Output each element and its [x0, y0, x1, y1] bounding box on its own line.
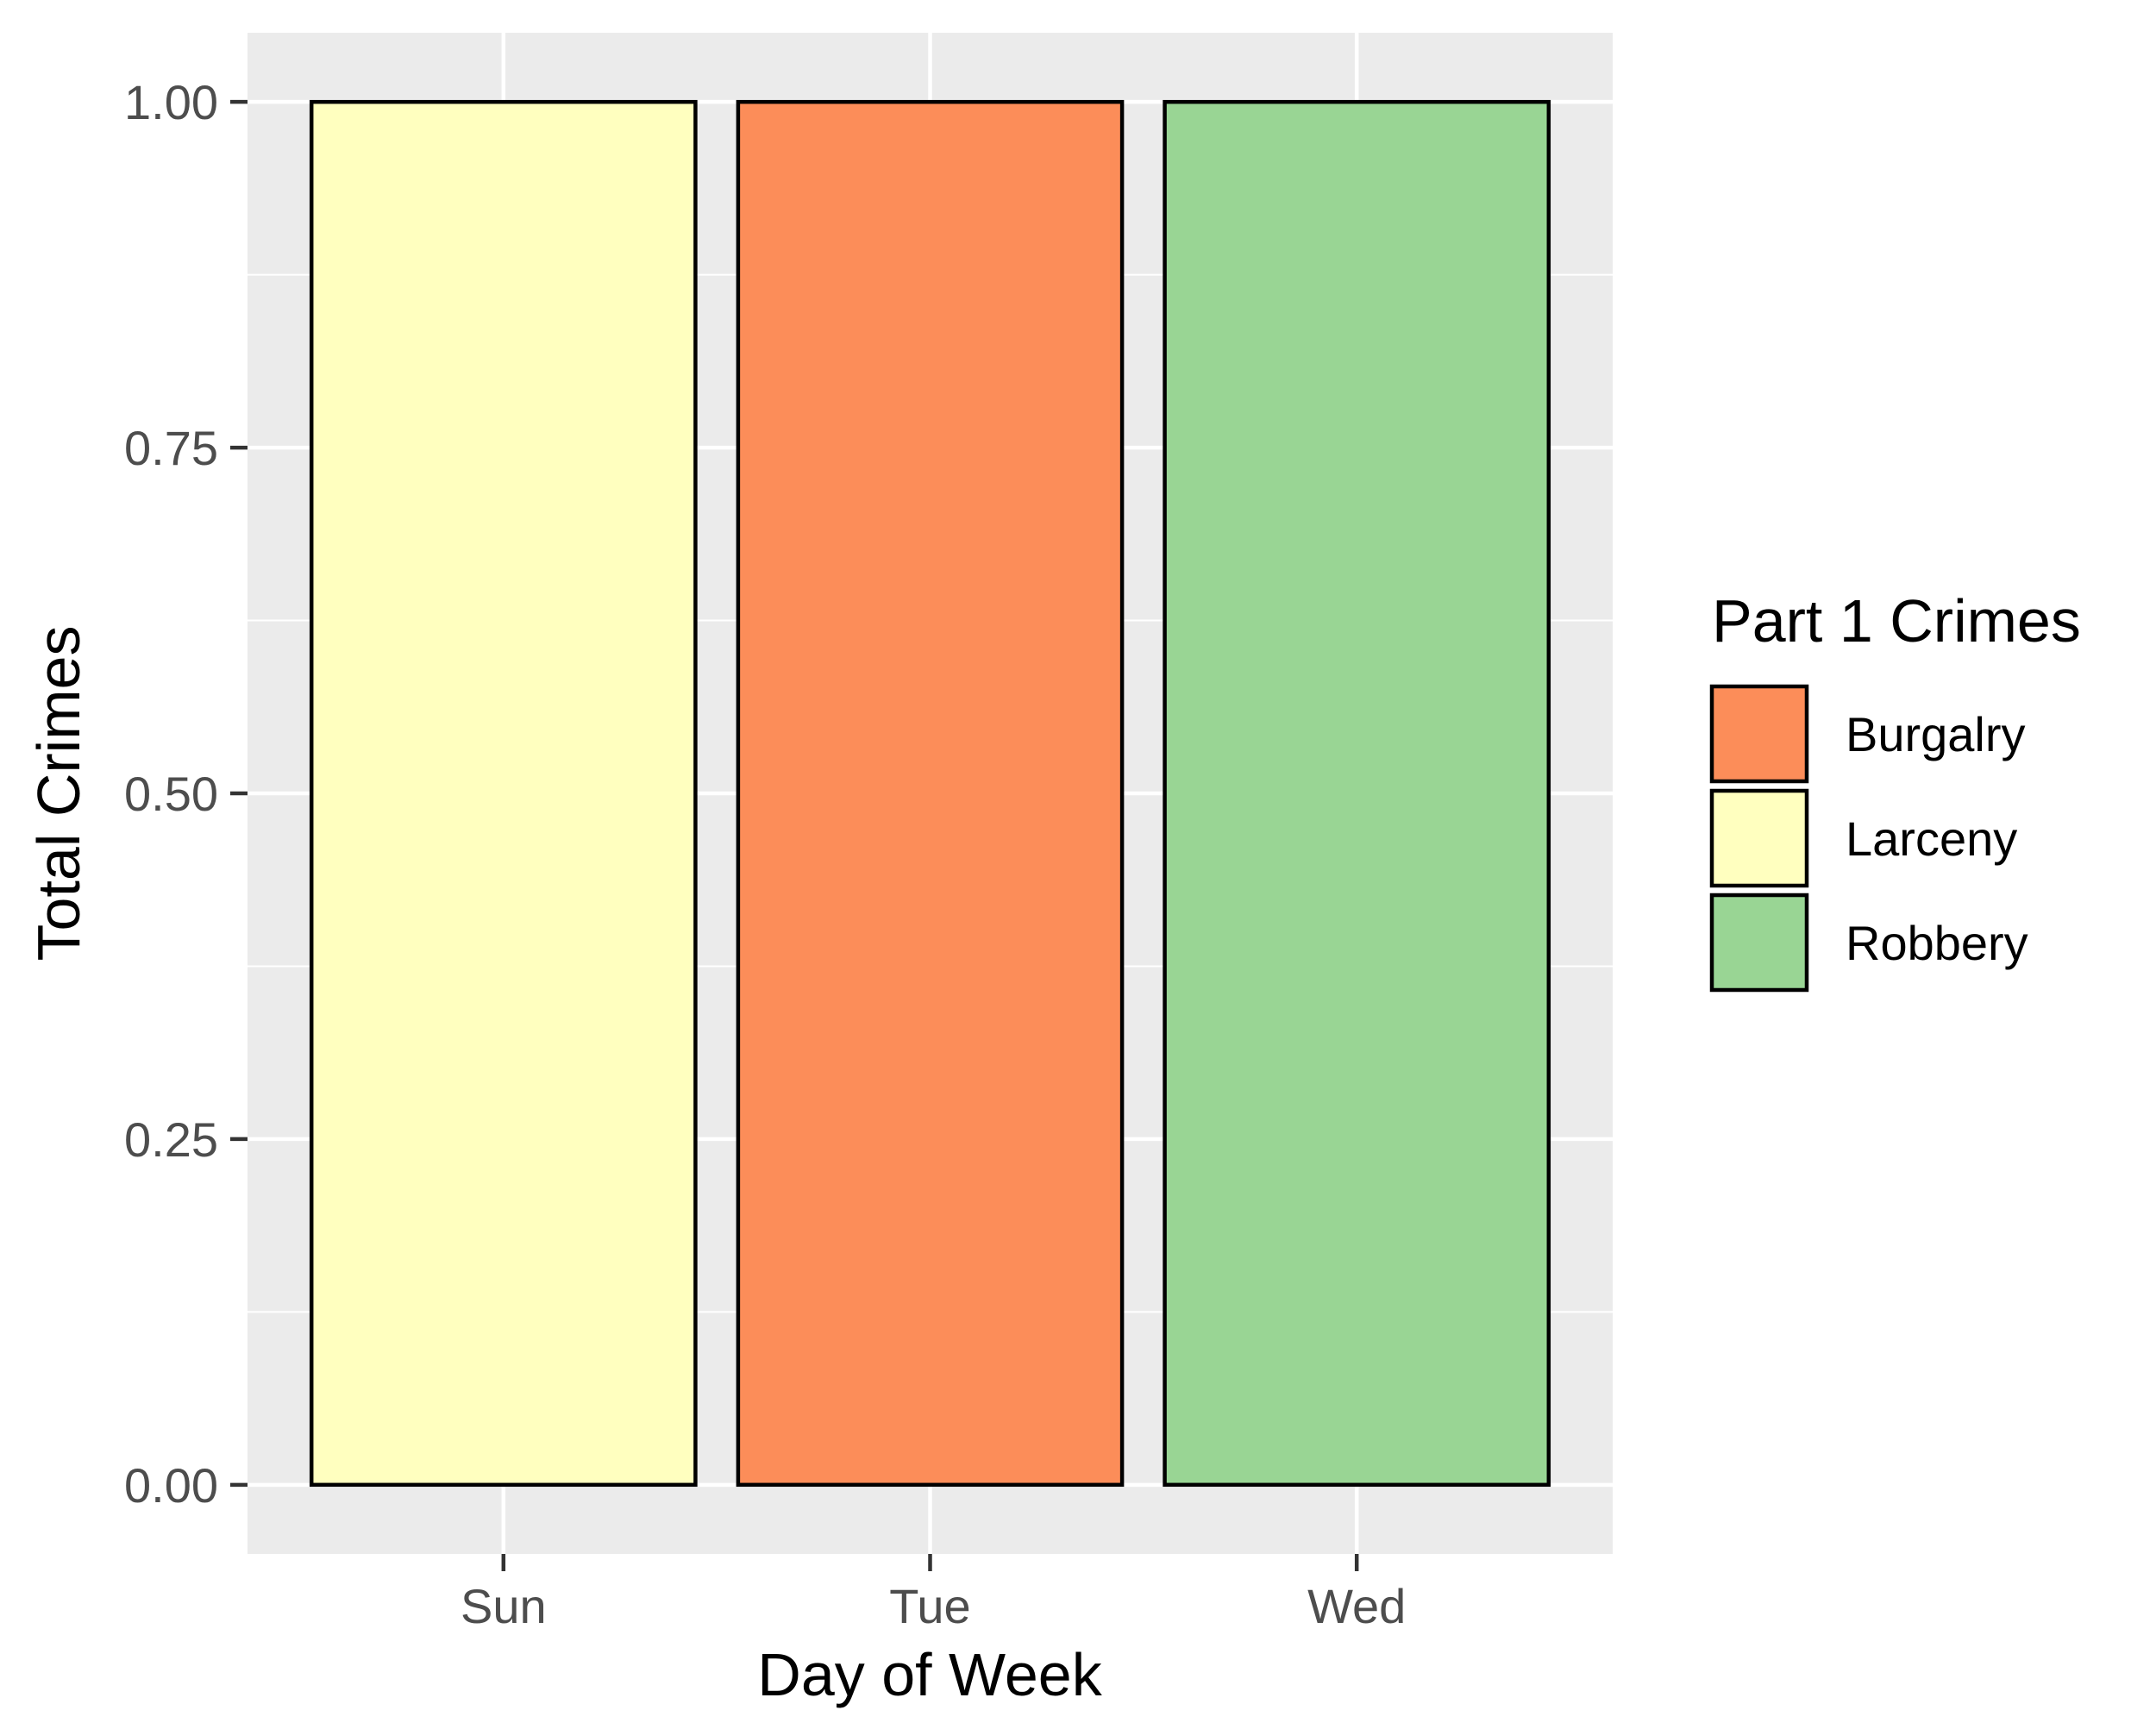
- legend-key-larceny: [1709, 788, 1809, 888]
- legend-label: Burgalry: [1846, 707, 2026, 761]
- y-tick-label: 0.75: [124, 421, 218, 475]
- y-axis-title: Total Crimes: [25, 626, 92, 962]
- bar-sun: [309, 99, 698, 1488]
- legend-label: Larceny: [1846, 811, 2017, 866]
- legend-label: Robbery: [1846, 916, 2028, 970]
- bar-tue: [736, 99, 1125, 1488]
- legend-key-burgalry: [1709, 684, 1809, 784]
- x-tick-label: Wed: [1307, 1579, 1406, 1633]
- y-tick-label: 0.50: [124, 767, 218, 821]
- x-tick-label: Sun: [461, 1579, 547, 1633]
- x-axis-title: Day of Week: [757, 1641, 1102, 1708]
- bars: [309, 99, 1551, 1488]
- y-tick-label: 0.25: [124, 1112, 218, 1167]
- x-tick-label: Tue: [889, 1579, 970, 1633]
- legend: Part 1 Crimes Burgalry Larceny Robbery: [1709, 587, 2081, 993]
- y-tick-label: 1.00: [124, 75, 218, 129]
- axes: 0.00 0.25 0.50 0.75 1.00 Sun Tue Wed: [124, 75, 1406, 1633]
- bar-wed: [1163, 99, 1551, 1488]
- y-tick-label: 0.00: [124, 1458, 218, 1513]
- legend-title: Part 1 Crimes: [1712, 587, 2081, 655]
- legend-key-robbery: [1709, 893, 1809, 993]
